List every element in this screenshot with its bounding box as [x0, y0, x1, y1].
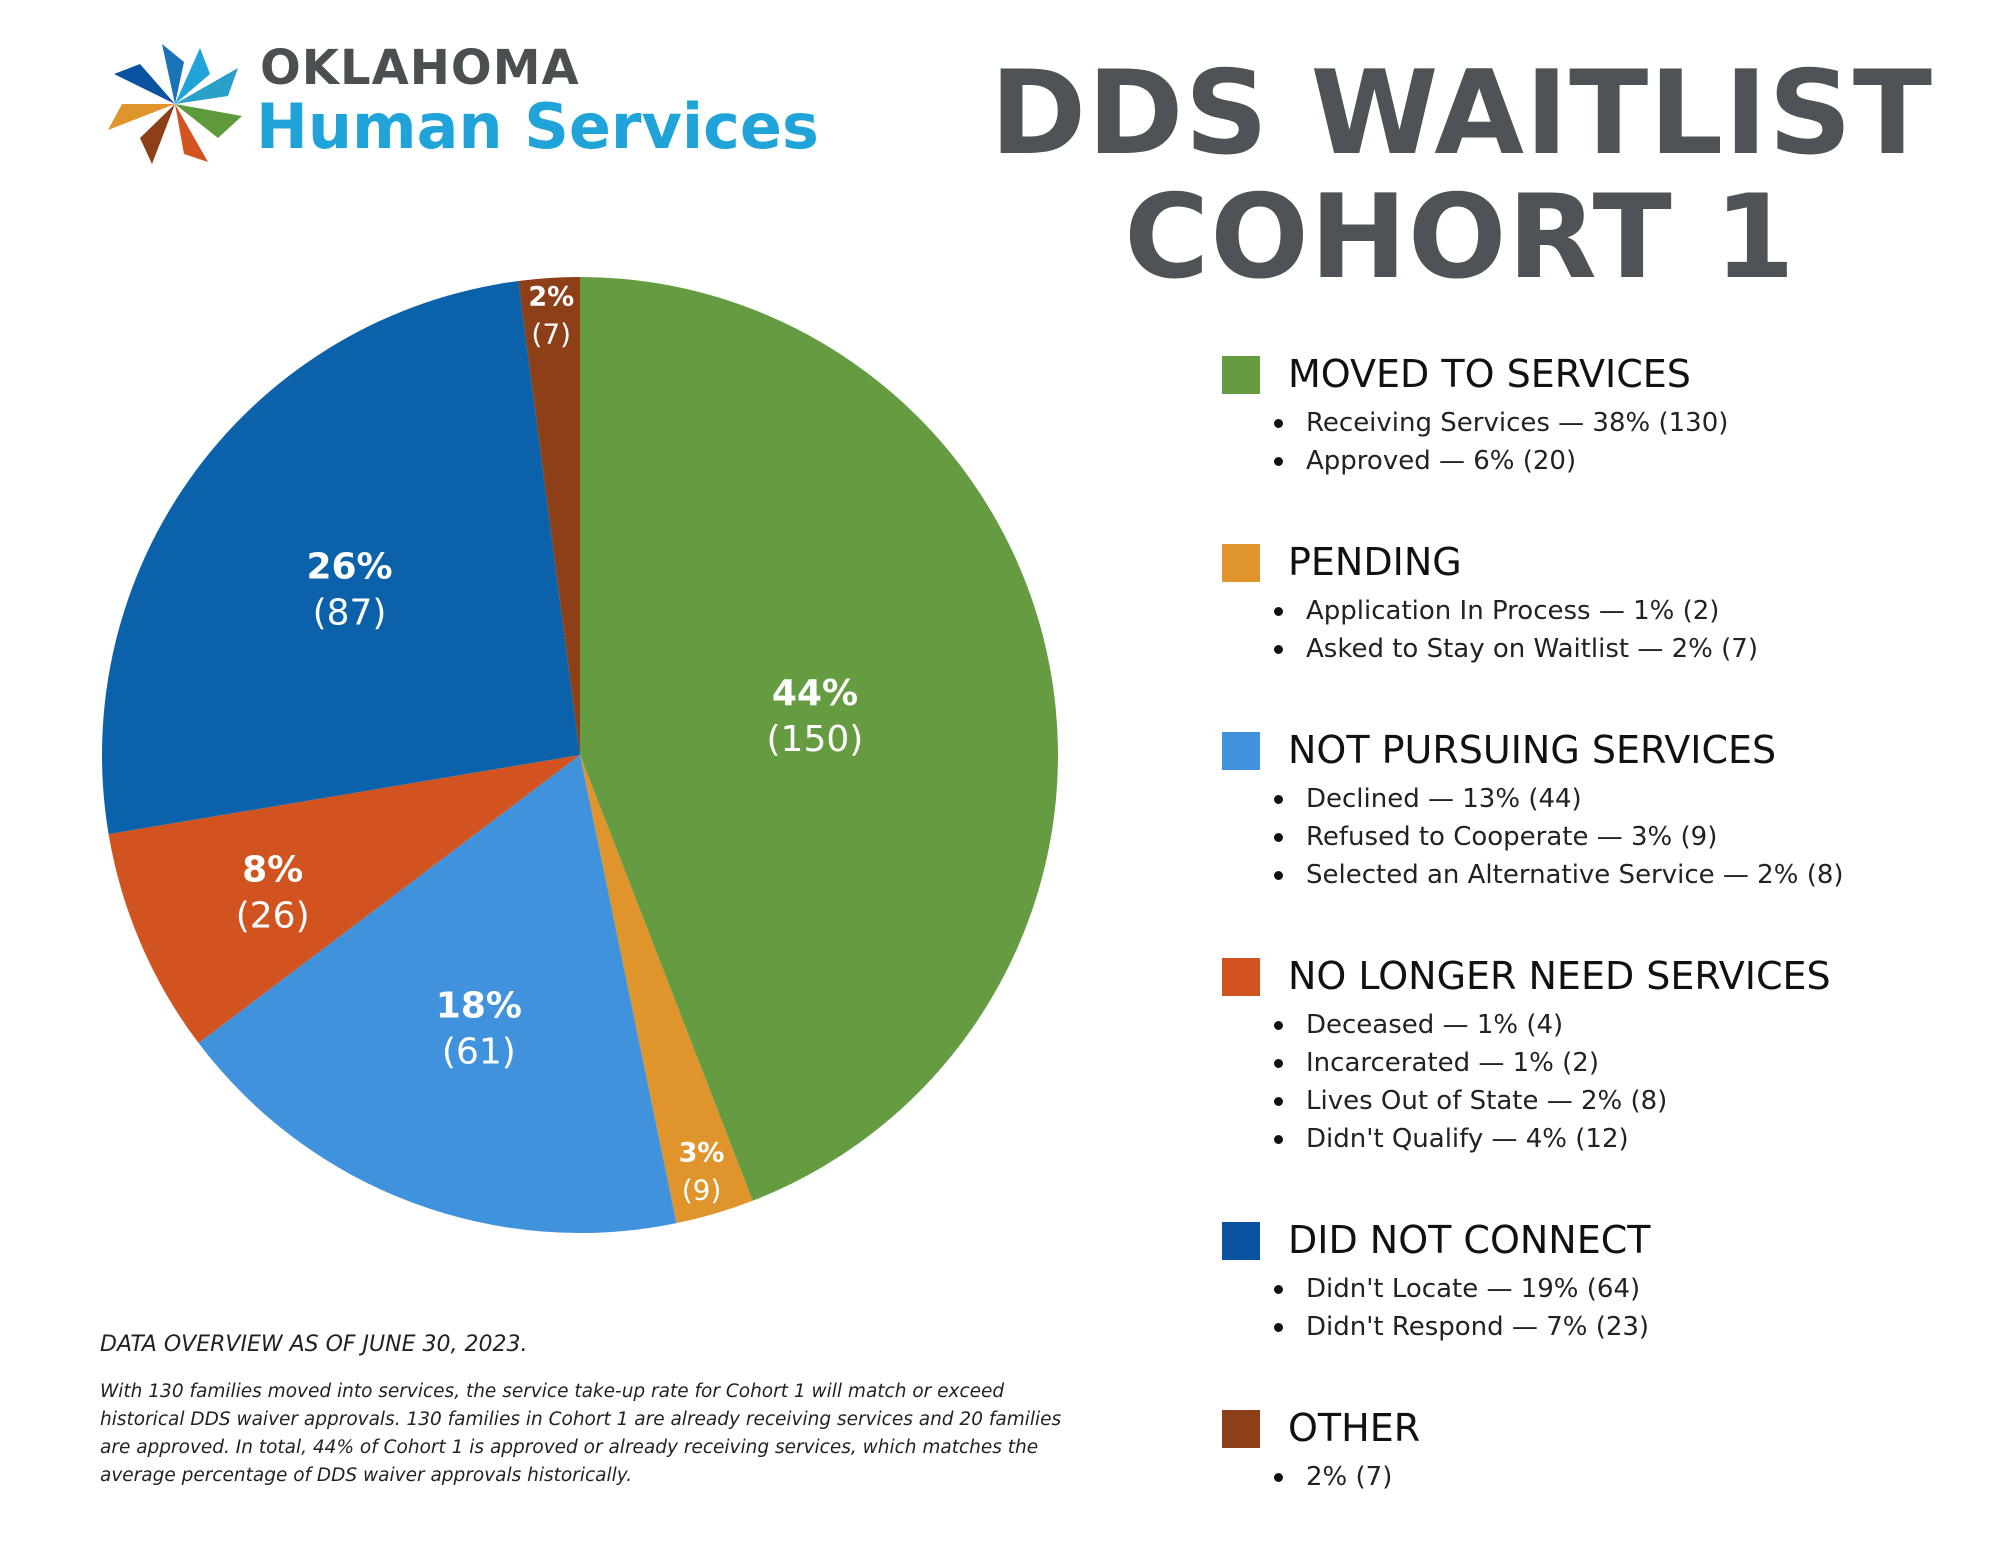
legend-item: Application In Process — 1% (2): [1274, 592, 1758, 630]
legend-title: NO LONGER NEED SERVICES: [1288, 954, 1831, 998]
data-overview-body: With 130 families moved into services, t…: [100, 1381, 1062, 1486]
legend-items: Didn't Locate — 19% (64) Didn't Respond —…: [1222, 1270, 1649, 1346]
legend-title: NOT PURSUING SERVICES: [1288, 728, 1777, 772]
slice-count-label: (61): [442, 1031, 516, 1072]
legend-group-no-longer-need-services: NO LONGER NEED SERVICES Deceased — 1% (4)…: [1222, 952, 1831, 1158]
legend-item: Asked to Stay on Waitlist — 2% (7): [1274, 630, 1758, 668]
slice-count-label: (150): [767, 719, 864, 760]
legend-title: PENDING: [1288, 540, 1462, 584]
page-title: DDS WAITLIST COHORT 1: [990, 46, 1934, 305]
slice-percent-label: 2%: [528, 281, 574, 312]
legend-title: MOVED TO SERVICES: [1288, 352, 1691, 396]
legend-swatch: [1222, 1410, 1260, 1448]
legend-items: Declined — 13% (44) Refused to Cooperate …: [1222, 780, 1844, 894]
legend-item: Receiving Services — 38% (130): [1273, 404, 1728, 442]
legend-item: Approved — 6% (20): [1273, 442, 1728, 480]
legend-group-did-not-connect: DID NOT CONNECT Didn't Locate — 19% (64) D…: [1222, 1216, 1651, 1346]
star-logo-icon: [108, 44, 242, 164]
slice-count-label: (7): [531, 317, 571, 350]
legend-swatch: [1222, 544, 1260, 582]
legend-items: 2% (7): [1222, 1458, 1392, 1496]
pie-slice-moved-to-services: [580, 277, 1058, 1201]
slice-percent-label: 18%: [436, 985, 522, 1026]
legend-swatch: [1222, 1222, 1260, 1260]
legend-group-header: NOT PURSUING SERVICES: [1222, 726, 1844, 774]
legend-group-moved-to-services: MOVED TO SERVICES Receiving Services — 38…: [1222, 350, 1728, 480]
pie-slice-pending: [580, 755, 753, 1224]
slice-count-label: (87): [313, 592, 387, 633]
legend-items: Deceased — 1% (4) Incarcerated — 1% (2) Li…: [1222, 1006, 1667, 1158]
legend-item: Didn't Qualify — 4% (12): [1273, 1120, 1667, 1158]
legend-item: 2% (7): [1273, 1458, 1392, 1496]
slice-percent-label: 8%: [242, 849, 303, 890]
legend-swatch: [1222, 732, 1260, 770]
data-overview-heading: DATA OVERVIEW AS OF JUNE 30, 2023.: [100, 1332, 528, 1357]
legend-item: Refused to Cooperate — 3% (9): [1274, 818, 1844, 856]
legend-group-other: OTHER 2% (7): [1222, 1404, 1420, 1496]
legend-item: Incarcerated — 1% (2): [1273, 1044, 1667, 1082]
legend-title: DID NOT CONNECT: [1288, 1218, 1651, 1262]
slice-percent-label: 44%: [772, 673, 858, 714]
legend-swatch: [1222, 356, 1260, 394]
slice-count-label: (9): [682, 1174, 722, 1207]
slice-percent-label: 26%: [306, 546, 392, 587]
title-line-1: DDS WAITLIST: [990, 46, 1934, 181]
pie-slice-other: [518, 277, 580, 755]
legend-item: Deceased — 1% (4): [1273, 1006, 1667, 1044]
slice-count-label: (26): [236, 895, 310, 936]
legend-item: Selected an Alternative Service — 2% (8): [1274, 856, 1844, 894]
legend-group-pending: PENDING Application In Process — 1% (2) As…: [1222, 538, 1758, 668]
legend-group-not-pursuing-services: NOT PURSUING SERVICES Declined — 13% (44)…: [1222, 726, 1844, 894]
legend-group-header: MOVED TO SERVICES: [1222, 350, 1728, 398]
pie-slice-no-longer-need-services: [108, 755, 580, 1044]
oklahoma-human-services-logo: OKLAHOMA Human Services: [100, 34, 819, 174]
legend-items: Application In Process — 1% (2) Asked to …: [1222, 592, 1758, 668]
pie-chart: 44% (150) 3% (9) 18% (61) 8% (26) 26% (87) 2% (7): [102, 277, 1058, 1233]
pie-slice-did-not-connect: [102, 280, 580, 835]
legend-item: Didn't Respond — 7% (23): [1273, 1308, 1649, 1346]
pie-slice-not-pursuing-services: [198, 755, 677, 1233]
legend-group-header: OTHER: [1222, 1404, 1420, 1452]
logo-text-oklahoma: OKLAHOMA: [260, 40, 580, 96]
logo-text-human-services: Human Services: [256, 90, 819, 163]
legend-item: Declined — 13% (44): [1274, 780, 1844, 818]
legend-item: Lives Out of State — 2% (8): [1273, 1082, 1667, 1120]
legend-group-header: PENDING: [1222, 538, 1758, 586]
legend-group-header: NO LONGER NEED SERVICES: [1222, 952, 1831, 1000]
title-line-2: COHORT 1: [1124, 170, 1796, 305]
legend-swatch: [1222, 958, 1260, 996]
slice-percent-label: 3%: [679, 1138, 725, 1169]
legend-item: Didn't Locate — 19% (64): [1273, 1270, 1649, 1308]
legend-items: Receiving Services — 38% (130) Approved —…: [1222, 404, 1728, 480]
legend-title: OTHER: [1288, 1406, 1421, 1450]
legend-group-header: DID NOT CONNECT: [1222, 1216, 1651, 1264]
